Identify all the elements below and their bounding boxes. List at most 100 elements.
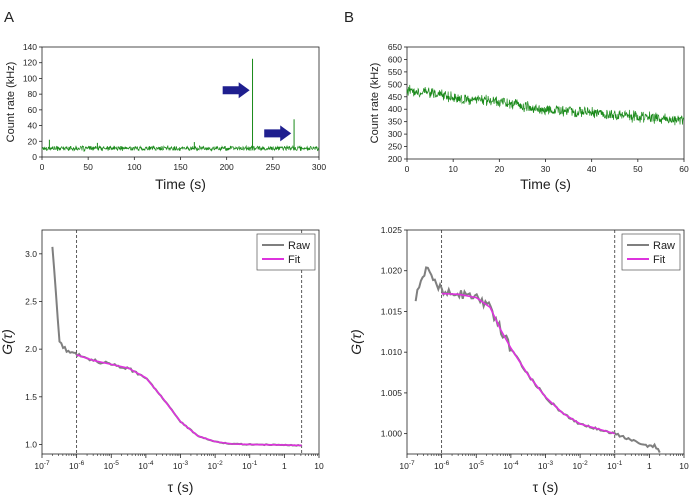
y-axis-title: Count rate (kHz): [369, 63, 381, 144]
y-tick-label: 650: [388, 42, 402, 52]
legend-label: Raw: [288, 240, 310, 252]
x-tick-exponent: -7: [409, 460, 415, 467]
x-tick-label: 10-7: [34, 460, 50, 471]
x-tick-label: 1: [647, 461, 652, 471]
x-tick-label: 10-7: [399, 460, 415, 471]
annotation-arrow: [222, 82, 250, 99]
legend-box: [256, 233, 316, 271]
y-tick-label: 60: [28, 105, 38, 115]
plot-frame: [406, 46, 685, 160]
fit-series-line: [441, 292, 615, 435]
panel-label-b: B: [344, 9, 354, 26]
x-tick-label: 100: [127, 162, 141, 172]
y-tick-label: 250: [388, 142, 402, 152]
x-tick-exponent: -7: [44, 460, 50, 467]
y-tick-label: 1.005: [381, 388, 403, 398]
plot-frame: [41, 46, 320, 158]
x-tick-exponent: -1: [252, 460, 258, 467]
x-tick-label: 10: [679, 461, 689, 471]
x-tick-label: 0: [40, 162, 45, 172]
y-tick-label: 0: [32, 152, 37, 162]
annotation-arrow: [264, 125, 292, 142]
x-tick-label: 10-3: [538, 460, 554, 471]
y-tick-label: 450: [388, 92, 402, 102]
x-tick-label: 200: [220, 162, 234, 172]
raw-series-line: [414, 266, 661, 454]
y-tick-label: 500: [388, 79, 402, 89]
x-tick-label: 10-1: [607, 460, 623, 471]
x-tick-exponent: -5: [478, 460, 484, 467]
y-tick-label: 20: [28, 136, 38, 146]
y-tick-label: 1.015: [381, 306, 403, 316]
y-axis-title: G(τ): [348, 329, 364, 354]
fit-series-line: [76, 354, 302, 447]
x-axis-title: Time (s): [520, 176, 571, 192]
y-axis-title: G(τ): [0, 329, 15, 354]
y-tick-label: 40: [28, 121, 38, 131]
x-axis-title: Time (s): [155, 176, 206, 192]
y-tick-label: 300: [388, 129, 402, 139]
y-tick-label: 3.0: [25, 249, 37, 259]
x-tick-exponent: -3: [182, 460, 188, 467]
x-axis-title: τ (s): [533, 479, 559, 495]
x-tick-exponent: -4: [148, 460, 154, 467]
count-rate-trace: [41, 144, 320, 153]
x-tick-label: 0: [405, 164, 410, 174]
y-tick-label: 1.025: [381, 225, 403, 235]
x-tick-exponent: -3: [547, 460, 553, 467]
count-rate-trace: [406, 84, 685, 126]
y-tick-label: 1.020: [381, 266, 403, 276]
y-axis-title: Count rate (kHz): [5, 62, 17, 143]
y-tick-label: 350: [388, 117, 402, 127]
y-tick-label: 550: [388, 67, 402, 77]
y-tick-label: 1.000: [381, 429, 403, 439]
x-tick-exponent: -6: [443, 460, 449, 467]
x-tick-label: 10-3: [173, 460, 189, 471]
y-tick-label: 2.0: [25, 344, 37, 354]
x-axis-title: τ (s): [168, 479, 194, 495]
x-tick-label: 10-2: [208, 460, 224, 471]
x-tick-label: 30: [541, 164, 551, 174]
x-tick-label: 250: [266, 162, 280, 172]
y-tick-label: 140: [23, 42, 37, 52]
x-tick-label: 1: [282, 461, 287, 471]
y-tick-label: 80: [28, 89, 38, 99]
x-tick-exponent: -6: [78, 460, 84, 467]
y-tick-label: 120: [23, 58, 37, 68]
x-tick-label: 10: [448, 164, 458, 174]
x-tick-label: 150: [173, 162, 187, 172]
panel-label-a: A: [4, 9, 14, 26]
x-tick-label: 300: [312, 162, 326, 172]
x-tick-label: 10-6: [69, 460, 85, 471]
y-tick-label: 1.010: [381, 347, 403, 357]
x-tick-label: 10-5: [469, 460, 485, 471]
y-tick-label: 400: [388, 104, 402, 114]
x-tick-exponent: -2: [217, 460, 223, 467]
x-tick-exponent: -4: [513, 460, 519, 467]
x-tick-label: 10-4: [138, 460, 154, 471]
x-tick-label: 40: [587, 164, 597, 174]
x-tick-exponent: -5: [113, 460, 119, 467]
x-tick-label: 10: [314, 461, 324, 471]
x-tick-label: 50: [633, 164, 643, 174]
x-tick-exponent: -2: [582, 460, 588, 467]
x-tick-label: 10-2: [573, 460, 589, 471]
legend-box: [621, 233, 681, 271]
y-tick-label: 600: [388, 54, 402, 64]
x-tick-label: 10-6: [434, 460, 450, 471]
legend-label: Fit: [288, 254, 300, 266]
y-tick-label: 2.5: [25, 296, 37, 306]
y-tick-label: 1.5: [25, 392, 37, 402]
y-tick-label: 100: [23, 73, 37, 83]
x-tick-label: 10-5: [104, 460, 120, 471]
x-tick-label: 20: [495, 164, 505, 174]
x-tick-exponent: -1: [617, 460, 623, 467]
y-tick-label: 200: [388, 154, 402, 164]
legend-label: Fit: [653, 254, 665, 266]
x-tick-label: 60: [679, 164, 689, 174]
x-tick-label: 10-4: [503, 460, 519, 471]
legend-label: Raw: [653, 240, 675, 252]
x-tick-label: 50: [83, 162, 93, 172]
